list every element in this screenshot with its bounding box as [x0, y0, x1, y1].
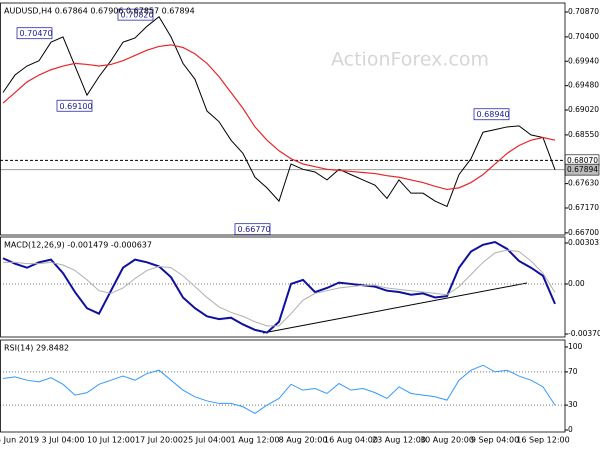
annotation-label: 0.68940 — [477, 110, 510, 119]
x-tick-label: 3 Jul 04:00 — [42, 436, 85, 445]
annotation-box — [117, 8, 154, 21]
price-label: 0.68070 — [567, 156, 598, 165]
x-tick-label: 25 Jul 04:00 — [183, 436, 231, 445]
series-line — [2, 44, 556, 191]
y-tick-label: 0.66700 — [568, 228, 599, 237]
x-tick-label: 8 Aug 20:00 — [279, 436, 328, 445]
annotation-box — [473, 108, 510, 121]
x-tick-label: 1 Aug 12:00 — [231, 436, 280, 445]
y-tick-label: 0.68550 — [568, 130, 599, 139]
annotation-box — [56, 99, 93, 112]
y-tick-label: 0.69020 — [568, 105, 599, 114]
y-tick-label: 0 — [568, 425, 573, 434]
x-tick-label: 16 Aug 04:00 — [324, 436, 378, 445]
x-tick-label: 10 Jul 12:00 — [87, 436, 135, 445]
series-line — [2, 241, 556, 334]
y-tick-label: 0.67170 — [568, 203, 599, 212]
y-tick-label: 0.003031 — [568, 238, 600, 247]
series-line — [2, 16, 556, 208]
annotation-label: 0.70820 — [121, 11, 154, 20]
panel-frame — [0, 236, 566, 338]
panel-frame — [0, 2, 566, 236]
annotation-label: 0.66770 — [238, 225, 271, 234]
y-tick-label: 0.69480 — [568, 81, 599, 90]
series-line — [3, 249, 556, 327]
annotation-label: 0.70470 — [20, 29, 53, 38]
y-tick-label: 0.00 — [568, 279, 585, 288]
y-tick-label: -0.003706 — [568, 329, 600, 338]
x-tick-label: 17 Jul 20:00 — [135, 436, 183, 445]
y-tick-label: 0.69940 — [568, 56, 599, 65]
panel-title: RSI(14) 29.8482 — [4, 344, 69, 353]
panel-title: AUDUSD,H4 0.67864 0.67906 0.67857 0.6789… — [4, 7, 195, 16]
x-tick-label: 9 Sep 04:00 — [471, 436, 519, 445]
x-tick-label: 25 Jun 2019 — [0, 436, 39, 445]
x-tick-label: 23 Aug 12:00 — [372, 436, 426, 445]
y-tick-label: 30 — [568, 400, 578, 409]
y-tick-label: 0.67630 — [568, 179, 599, 188]
x-tick-label: 16 Sep 12:00 — [516, 436, 569, 445]
panel-title: MACD(12,26,9) -0.001479 -0.000637 — [4, 241, 152, 250]
annotation-label: 0.69100 — [60, 102, 93, 111]
watermark: ActionForex.com — [331, 49, 489, 71]
annotation-box — [16, 27, 53, 40]
price-label: 0.67894 — [567, 165, 598, 174]
trend-line — [262, 282, 528, 334]
y-tick-label: 70 — [568, 367, 578, 376]
x-tick-label: 30 Aug 20:00 — [420, 436, 474, 445]
y-tick-label: 100 — [568, 342, 583, 351]
panel-frame — [0, 339, 566, 433]
y-tick-label: 0.70400 — [568, 32, 599, 41]
series-line — [2, 364, 556, 414]
y-tick-label: 0.70870 — [568, 7, 599, 16]
